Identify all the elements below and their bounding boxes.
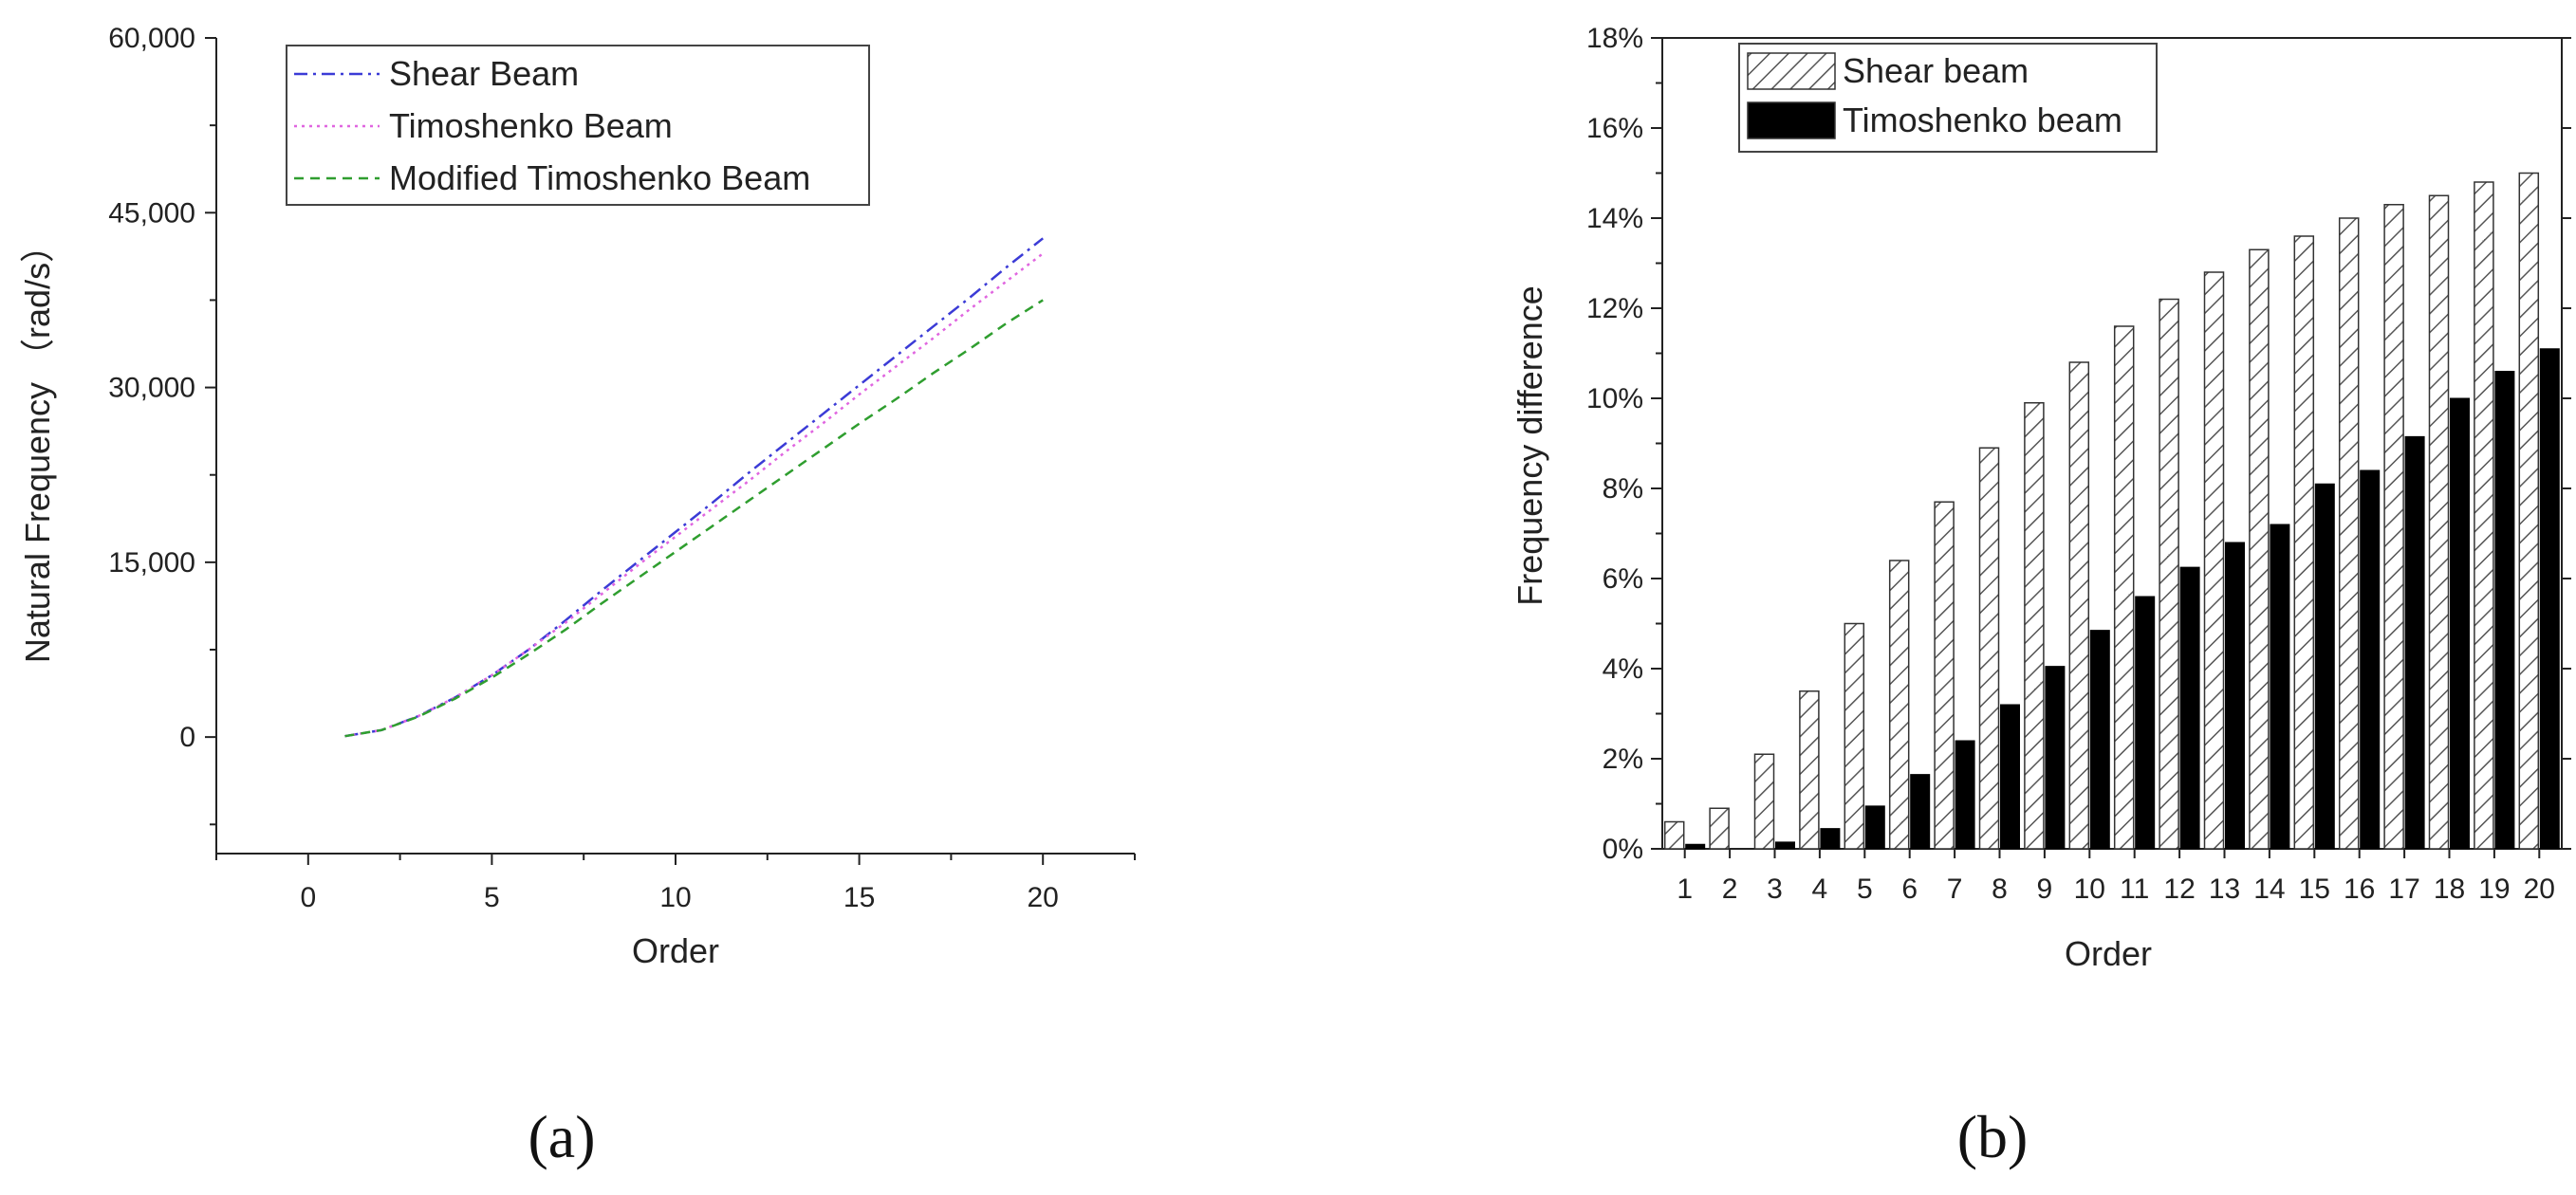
chart-b-bar-shear (2024, 402, 2045, 850)
chart-b-bar-shear (2293, 235, 2315, 850)
chart-a-legend-label: Shear Beam (389, 54, 579, 93)
chart-b-bar-shear (1888, 560, 1910, 850)
chart-a-x-label: Order (632, 931, 719, 970)
chart-b-bar-timoshenko (1955, 740, 1975, 850)
chart-b-bar-timoshenko (2045, 666, 2066, 850)
chart-b-y-tick-label: 12% (1586, 293, 1643, 324)
chart-a-y-tick-label: 45,000 (108, 197, 195, 229)
chart-b-y-tick-label: 6% (1603, 563, 1643, 595)
chart-a-x-tick-label: 15 (843, 882, 875, 913)
chart-b-bar-timoshenko (2135, 596, 2156, 850)
chart-a: 0 15,000 30,000 45,000 60,000 0 5 10 15 20 Order… (18, 23, 1136, 1170)
chart-b-bar-timoshenko (2089, 630, 2110, 850)
chart-b-legend-swatch (1747, 101, 1836, 139)
chart-b-bar-shear (2249, 248, 2270, 850)
chart-b-x-tick-label: 14 (2253, 873, 2285, 905)
chart-b-legend-label: Shear beam (1843, 51, 2029, 90)
chart-b-y-tick-label: 8% (1603, 473, 1643, 505)
chart-b-bar-shear (2159, 298, 2179, 850)
chart-b-bar-shear (2518, 172, 2540, 850)
chart-a-legend-box (286, 45, 870, 206)
chart-b-x-tick-label: 5 (1857, 873, 1873, 905)
chart-b-bar-timoshenko (1820, 828, 1841, 850)
chart-b-caption: (b) (1957, 1103, 2029, 1170)
chart-a-y-tick-label: 60,000 (108, 23, 195, 54)
chart-a-y-label: Natural Frequency （rad/s） (18, 229, 57, 663)
chart-b-bar-timoshenko (2404, 435, 2425, 850)
chart-b-x-tick-label: 18 (2434, 873, 2465, 905)
chart-b-bar-shear (2474, 181, 2494, 850)
chart-b-y-tick-label: 14% (1586, 203, 1643, 234)
chart-b-x-tick-label: 15 (2299, 873, 2330, 905)
chart-b-bar-shear (2203, 271, 2225, 850)
chart-b-legend-label: Timoshenko beam (1843, 101, 2122, 139)
chart-b-x-tick-label: 12 (2163, 873, 2195, 905)
chart-b-bar-timoshenko (2360, 469, 2381, 850)
chart-b-bar-timoshenko (2000, 704, 2020, 850)
chart-a-x-tick-label: 20 (1028, 882, 1059, 913)
chart-b-bar-shear (1709, 807, 1730, 850)
chart-a-y-tick-label: 30,000 (108, 373, 195, 404)
chart-a-series-line-2 (344, 252, 1044, 738)
chart-b-bar-timoshenko (2270, 524, 2290, 850)
chart-b-x-tick-label: 9 (2037, 873, 2053, 905)
chart-b-bar-shear (1934, 501, 1955, 850)
chart-a-legend-label: Modified Timoshenko Beam (389, 158, 810, 197)
chart-b-bar-shear (1799, 690, 1820, 850)
chart-a-caption: (a) (528, 1103, 595, 1170)
chart-b-x-tick-label: 13 (2209, 873, 2240, 905)
chart-b-legend-swatch (1747, 52, 1836, 90)
chart-b-x-tick-label: 19 (2478, 873, 2510, 905)
chart-b-x-tick-label: 6 (1901, 873, 1918, 905)
chart-b-x-tick-label: 7 (1947, 873, 1963, 905)
chart-a-legend-label: Timoshenko Beam (389, 106, 673, 145)
chart-b-bar-shear (2428, 194, 2450, 850)
chart-b-x-tick-label: 2 (1722, 873, 1738, 905)
chart-b-x-tick-label: 20 (2524, 873, 2555, 905)
chart-b-bar-shear (1663, 820, 1685, 850)
chart-b-bar-shear (1844, 622, 1865, 850)
chart-b-bar-timoshenko (1864, 805, 1885, 850)
chart-a-x-tick-label: 0 (300, 882, 316, 913)
chart-b-x-label: Order (2065, 934, 2152, 973)
chart-b-x-tick-label: 17 (2388, 873, 2419, 905)
chart-a-x-tick-label: 10 (659, 882, 691, 913)
chart-a-y-tick-label: 15,000 (108, 547, 195, 579)
chart-b-bar-timoshenko (2539, 348, 2560, 850)
chart-b-x-tick-label: 16 (2344, 873, 2375, 905)
chart-b-bar-timoshenko (1775, 841, 1795, 850)
chart-b-bar-shear (2338, 217, 2360, 850)
chart-b-bar-shear (1978, 447, 2000, 850)
chart-b-bar-timoshenko (2314, 483, 2335, 850)
chart-b-x-tick-label: 3 (1767, 873, 1783, 905)
chart-b-y-tick-label: 18% (1586, 23, 1643, 54)
chart-b-bar-timoshenko (1910, 774, 1931, 850)
chart-b-bar-timoshenko (2494, 371, 2515, 850)
chart-b-bar-timoshenko (2179, 566, 2200, 850)
chart-b-x-tick-label: 8 (1992, 873, 2008, 905)
chart-b-bar-shear (2113, 325, 2135, 850)
chart-b-bar-shear (2383, 204, 2404, 850)
chart-b-x-tick-label: 1 (1677, 873, 1693, 905)
chart-b-y-label: Frequency difference (1510, 285, 1549, 606)
chart-b-bar-shear (1753, 753, 1775, 850)
chart-b-y-tick-label: 16% (1586, 113, 1643, 144)
chart-b-bar-timoshenko (1685, 843, 1706, 850)
chart-b-bar-timoshenko (2225, 542, 2245, 850)
chart-b-y-tick-label: 4% (1603, 653, 1643, 685)
chart-a-x-tick-label: 5 (484, 882, 500, 913)
chart-b-bar-timoshenko (2450, 397, 2470, 850)
chart-a-series-line-3 (344, 299, 1044, 738)
chart-a-y-tick-label: 0 (179, 722, 195, 753)
chart-a-series-line-1 (344, 237, 1044, 738)
chart-b-y-tick-label: 10% (1586, 383, 1643, 414)
chart-b-x-tick-label: 4 (1812, 873, 1828, 905)
chart-b-y-tick-label: 0% (1603, 834, 1643, 865)
chart-b-x-tick-label: 11 (2120, 873, 2149, 905)
chart-b-y-tick-label: 2% (1603, 744, 1643, 775)
chart-b-x-tick-label: 10 (2074, 873, 2105, 905)
chart-b-bar-shear (2068, 361, 2090, 850)
chart-b: 0%2%4%6%8%10%12%14%16%18% 1 2 3 4 5 6 7 8 9 10 11 1… (1510, 23, 2571, 1170)
